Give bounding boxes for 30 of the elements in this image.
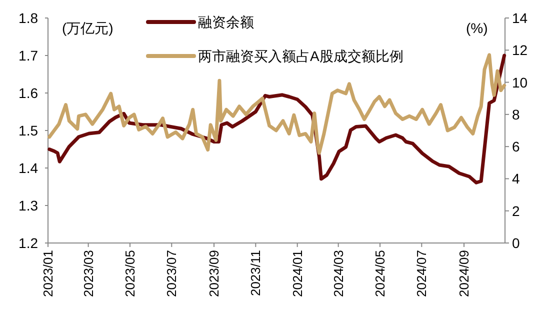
y2-tick-label: 6	[512, 138, 520, 155]
y-tick-label: 1.5	[18, 122, 38, 138]
y2-tick-label: 14	[512, 10, 528, 26]
legend-label: 两市融资买入额占A股成交额比例	[198, 48, 404, 64]
x-tick-label: 2024/07	[414, 250, 430, 297]
x-tick-label: 2023/07	[164, 250, 180, 297]
y2-tick-label: 8	[512, 106, 520, 122]
legend-label: 融资余额	[198, 14, 254, 30]
x-tick-label: 2023/11	[248, 250, 264, 296]
x-tick-label: 2023/05	[122, 250, 138, 297]
y2-tick-label: 4	[512, 170, 520, 187]
y2-tick-label: 12	[512, 42, 528, 58]
y-tick-label: 1.8	[18, 10, 38, 26]
x-tick-label: 2024/01	[290, 250, 305, 297]
y-tick-label: 1.6	[18, 85, 38, 101]
y2-tick-label: 10	[512, 74, 528, 90]
y-axis-title: (万亿元)	[62, 20, 114, 36]
x-tick-label: 2023/09	[206, 250, 222, 297]
y-tick-label: 1.7	[18, 48, 38, 64]
y2-tick-label: 2	[512, 202, 520, 219]
y-tick-label: 1.2	[18, 235, 38, 251]
x-tick-label: 2024/03	[330, 250, 346, 297]
x-tick-label: 2024/09	[456, 250, 472, 297]
y-tick-label: 1.4	[18, 160, 38, 176]
x-tick-label: 2024/05	[372, 250, 388, 297]
y-tick-label: 1.3	[18, 198, 38, 214]
x-tick-label: 2023/01	[40, 250, 56, 297]
y2-tick-label: 0	[512, 235, 520, 251]
y2-axis-title: (%)	[466, 20, 488, 36]
x-tick-label: 2023/03	[80, 250, 96, 297]
